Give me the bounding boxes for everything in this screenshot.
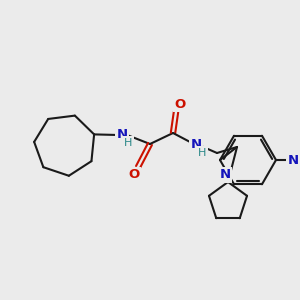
Text: H: H bbox=[198, 148, 206, 158]
Text: N: N bbox=[287, 154, 298, 166]
Text: O: O bbox=[128, 169, 140, 182]
Text: N: N bbox=[116, 128, 128, 140]
Text: O: O bbox=[174, 98, 186, 110]
Text: N: N bbox=[219, 169, 231, 182]
Text: N: N bbox=[190, 137, 202, 151]
Text: H: H bbox=[124, 138, 132, 148]
